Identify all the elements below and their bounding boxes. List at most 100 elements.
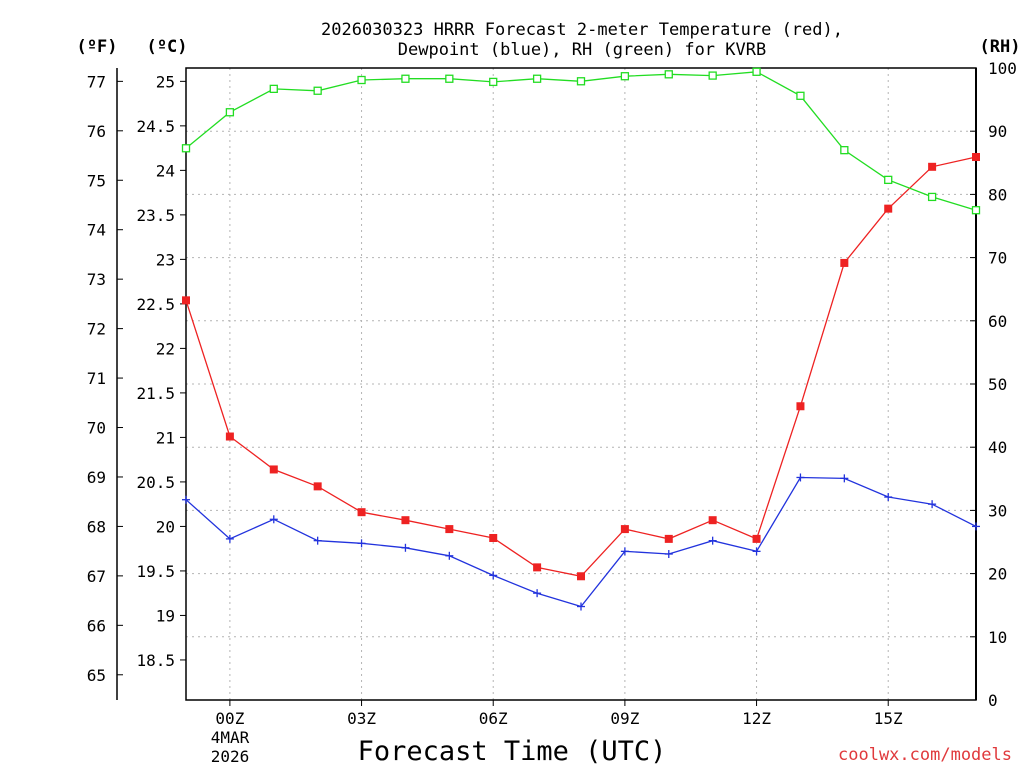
rh-point [927, 192, 937, 202]
rh-tick-label: 10 [988, 628, 1007, 647]
dewpoint-point [489, 571, 498, 580]
rh-tick-label: 90 [988, 122, 1007, 141]
dewpoint-point [928, 500, 937, 509]
rh-point [489, 77, 498, 87]
fahrenheit-tick-label: 68 [87, 517, 106, 536]
rh-point [840, 146, 849, 155]
rh-point [664, 70, 673, 79]
credit-link[interactable]: coolwx.com/models [838, 745, 1012, 765]
fahrenheit-tick-label: 75 [87, 171, 106, 190]
fahrenheit-tick-label: 72 [87, 320, 106, 339]
temperature-point [577, 572, 585, 581]
fahrenheit-tick-label: 71 [87, 369, 106, 388]
celsius-tick-label: 22 [156, 339, 175, 358]
temperature-point [489, 533, 498, 542]
chart-title-line-1: 2026030323 HRRR Forecast 2-meter Tempera… [321, 20, 843, 40]
dewpoint-point [708, 536, 717, 545]
temperature-point [840, 258, 849, 267]
fahrenheit-tick-label: 76 [87, 122, 106, 141]
temperature-point [533, 563, 542, 572]
temperature-point [401, 516, 410, 525]
rh-tick-label: 100 [988, 59, 1017, 78]
rh-tick-label: 0 [988, 691, 998, 710]
fahrenheit-unit-label: (ºF) [77, 37, 118, 57]
rh-tick-label: 30 [988, 501, 1007, 520]
dewpoint-point [357, 539, 366, 548]
celsius-tick-label: 24 [156, 161, 175, 180]
rh-point [401, 74, 410, 83]
rh-point [269, 84, 278, 94]
rh-point [708, 71, 717, 80]
temperature-point [708, 516, 717, 525]
temperature-point [357, 508, 366, 517]
fahrenheit-tick-label: 70 [87, 419, 106, 438]
celsius-tick-label: 23 [156, 250, 175, 269]
fahrenheit-tick-label: 74 [87, 221, 106, 240]
temperature-point [225, 432, 234, 441]
rh-point [445, 74, 454, 83]
celsius-tick-label: 20 [156, 517, 175, 536]
rh-tick-label: 80 [988, 185, 1007, 204]
temperature-point [313, 482, 322, 491]
x-tick-label: 12Z [742, 709, 771, 728]
dewpoint-point [972, 522, 980, 531]
dewpoint-point [445, 551, 454, 560]
celsius-tick-label: 20.5 [136, 473, 175, 492]
dewpoint-point [796, 473, 805, 482]
celsius-tick-label: 18.5 [136, 651, 175, 670]
fahrenheit-tick-label: 73 [87, 270, 106, 289]
date-label-day: 4MAR [211, 728, 250, 747]
temperature-series-line [185, 156, 977, 578]
temperature-point [972, 153, 980, 162]
rh-point [884, 175, 893, 185]
dewpoint-point [533, 589, 542, 598]
temperature-point [928, 162, 937, 171]
rh-tick-label: 70 [988, 249, 1007, 268]
fahrenheit-tick-label: 66 [87, 616, 106, 635]
x-tick-label: 15Z [874, 709, 903, 728]
celsius-tick-label: 19 [156, 606, 175, 625]
celsius-unit-label: (ºC) [147, 37, 188, 57]
temperature-point [752, 534, 761, 543]
celsius-tick-label: 21 [156, 428, 175, 447]
dewpoint-point [840, 474, 849, 483]
rh-tick-label: 50 [988, 375, 1007, 394]
rh-tick-label: 40 [988, 438, 1007, 457]
x-tick-label: 03Z [347, 709, 376, 728]
dewpoint-point [620, 547, 629, 556]
dewpoint-point [225, 534, 234, 543]
celsius-tick-label: 23.5 [136, 206, 175, 225]
chart-title-line-2: Dewpoint (blue), RH (green) for KVRB [398, 40, 766, 60]
x-axis-title: Forecast Time (UTC) [358, 736, 667, 767]
temperature-point [664, 534, 673, 543]
dewpoint-point [577, 602, 585, 611]
dewpoint-point [182, 495, 190, 504]
rh-point [576, 77, 586, 86]
rh-point [620, 72, 630, 81]
dewpoint-point [269, 515, 278, 524]
rh-point [181, 144, 191, 153]
rh-point [225, 108, 235, 117]
rh-point [752, 67, 761, 76]
celsius-tick-label: 25 [156, 72, 175, 91]
celsius-tick-label: 21.5 [136, 384, 175, 403]
fahrenheit-tick-label: 67 [87, 567, 106, 586]
rh-tick-label: 20 [988, 565, 1007, 584]
dewpoint-series-line [185, 476, 977, 608]
temperature-point [182, 296, 190, 305]
dewpoint-point [664, 550, 673, 559]
rh-unit-label: (RH) [980, 37, 1021, 57]
rh-point [971, 206, 981, 215]
series-layer [181, 67, 981, 611]
x-tick-label: 06Z [479, 709, 508, 728]
dewpoint-point [401, 543, 410, 552]
rh-point [532, 74, 542, 83]
fahrenheit-tick-label: 65 [87, 666, 106, 685]
celsius-tick-label: 19.5 [136, 562, 175, 581]
temperature-point [269, 465, 278, 474]
rh-point [313, 86, 322, 95]
rh-tick-label: 60 [988, 312, 1007, 331]
celsius-tick-label: 22.5 [136, 295, 175, 314]
rh-point [796, 91, 805, 100]
